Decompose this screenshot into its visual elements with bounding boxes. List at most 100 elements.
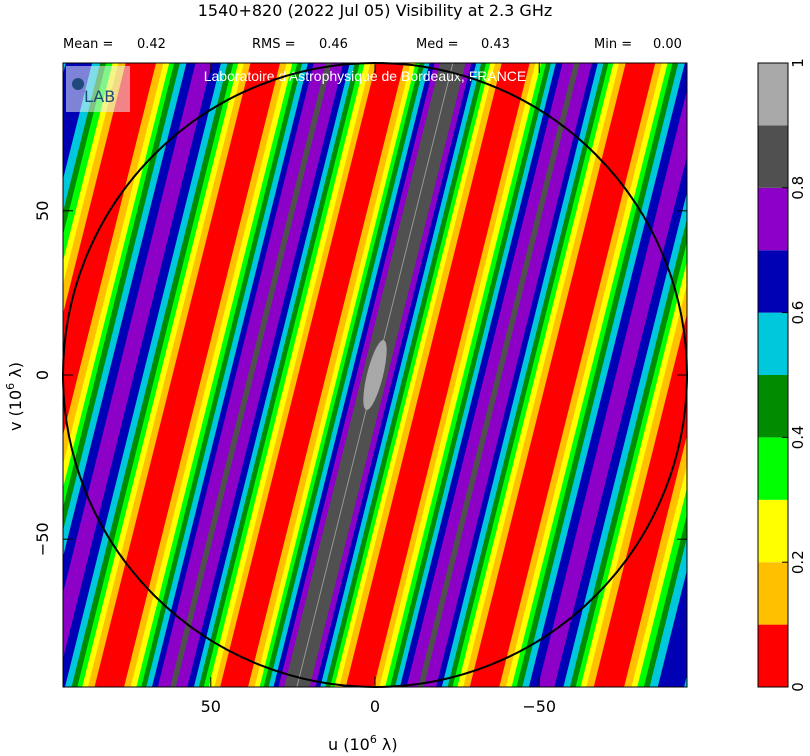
heatmap-band bbox=[157, 63, 327, 687]
heatmap-band bbox=[435, 63, 598, 687]
y-tick-label: −50 bbox=[33, 522, 52, 556]
heatmap-band bbox=[145, 63, 308, 687]
heatmap-band bbox=[405, 63, 574, 687]
heatmap-band bbox=[151, 63, 314, 687]
y-tick-label: 0 bbox=[33, 370, 52, 380]
colorbar-swatch bbox=[758, 312, 788, 375]
logo-dot-icon bbox=[72, 78, 84, 90]
heatmap-band bbox=[521, 63, 685, 687]
heatmap-band bbox=[378, 63, 542, 687]
colorbar-swatch bbox=[758, 63, 788, 126]
heatmap-band bbox=[63, 63, 126, 314]
watermark-text: Laboratoire d'Astrophysique de Bordeaux,… bbox=[204, 68, 527, 84]
colorbar-tick-label: 0.4 bbox=[789, 425, 807, 449]
heatmap-band bbox=[373, 63, 536, 687]
heatmap-band bbox=[63, 63, 175, 508]
heatmap-band bbox=[345, 63, 530, 687]
stat-rms-value: 0.46 bbox=[319, 37, 348, 52]
heatmap-band bbox=[76, 63, 239, 687]
heatmap-band bbox=[329, 63, 491, 687]
heatmap-band bbox=[389, 63, 552, 687]
heatmap-band bbox=[692, 63, 810, 687]
heatmap-band bbox=[272, 63, 435, 687]
heatmap-band bbox=[462, 63, 626, 687]
heatmap-band bbox=[87, 63, 251, 687]
colorbar-swatch bbox=[758, 562, 788, 625]
heatmap-band bbox=[399, 63, 563, 687]
x-axis-label: u (106 λ) bbox=[328, 733, 398, 754]
colorbar-tick-label: 0.8 bbox=[789, 176, 807, 200]
heatmap-band bbox=[446, 63, 609, 687]
heatmap-band bbox=[277, 63, 441, 687]
colorbar-tick-label: 0.2 bbox=[789, 550, 807, 574]
heatmap-band bbox=[319, 63, 482, 687]
heatmap-band bbox=[338, 63, 502, 687]
heatmap-band bbox=[394, 63, 556, 687]
heatmap-band bbox=[258, 63, 420, 687]
stat-rms-label: RMS = bbox=[252, 37, 296, 52]
colorbar-ticks: 0 0.2 0.4 0.6 0.8 1 bbox=[782, 58, 807, 692]
chart-title: 1540+820 (2022 Jul 05) Visibility at 2.3… bbox=[198, 1, 553, 20]
heatmap-band bbox=[70, 63, 234, 687]
heatmap-band bbox=[63, 63, 164, 465]
heatmap-band bbox=[698, 63, 810, 687]
heatmap-band bbox=[63, 63, 157, 436]
heatmap-band bbox=[123, 63, 287, 687]
y-axis-label: v (106 λ) bbox=[4, 362, 25, 431]
heatmap-band bbox=[63, 63, 221, 687]
stat-min-value: 0.00 bbox=[653, 37, 682, 52]
heatmap-band bbox=[456, 63, 620, 687]
heatmap-band bbox=[130, 63, 293, 687]
stat-med-label: Med = bbox=[416, 37, 459, 52]
colorbar-tick-label: 0 bbox=[789, 682, 807, 692]
stat-mean-label: Mean = bbox=[63, 37, 113, 52]
heatmap-band bbox=[208, 63, 371, 687]
heatmap-band bbox=[193, 63, 355, 687]
heatmap-band bbox=[254, 63, 416, 687]
heatmap-band bbox=[498, 63, 662, 687]
heatmap-band bbox=[63, 63, 113, 262]
colorbar-swatch bbox=[758, 499, 788, 563]
heatmap-band bbox=[423, 63, 593, 687]
x-axis: 50 0 −50 bbox=[201, 63, 556, 716]
heatmap-band bbox=[63, 63, 212, 659]
heatmap-band bbox=[417, 63, 580, 687]
colorbar-swatch bbox=[758, 125, 788, 188]
heatmap-band bbox=[186, 63, 350, 687]
heatmap-band bbox=[451, 63, 614, 687]
x-tick-label: −50 bbox=[522, 697, 556, 716]
heatmap-band bbox=[469, 63, 656, 687]
heatmap-band bbox=[169, 63, 332, 687]
heatmap-band bbox=[63, 63, 180, 531]
heatmap-band bbox=[683, 672, 687, 687]
heatmap-band bbox=[63, 63, 170, 488]
colorbar-tick-label: 0.6 bbox=[789, 301, 807, 325]
heatmap-band bbox=[263, 63, 425, 687]
heatmap-band bbox=[309, 63, 472, 687]
heatmap-band bbox=[213, 63, 377, 687]
heatmap-band bbox=[441, 63, 604, 687]
heatmap-band bbox=[63, 63, 187, 557]
heatmap-band bbox=[140, 63, 303, 687]
heatmap-band bbox=[63, 63, 196, 593]
heatmap-peak bbox=[363, 340, 387, 410]
y-axis: 50 0 −50 bbox=[33, 201, 687, 556]
colorbar bbox=[758, 63, 788, 687]
lab-logo: LAB bbox=[66, 66, 130, 112]
stat-med-value: 0.43 bbox=[481, 37, 510, 52]
heatmap-band bbox=[93, 63, 281, 687]
colorbar-frame bbox=[757, 62, 789, 688]
stat-mean-value: 0.42 bbox=[137, 37, 166, 52]
y-tick-label: 50 bbox=[33, 201, 52, 221]
heatmap-band bbox=[505, 63, 668, 687]
stat-min-label: Min = bbox=[594, 37, 632, 52]
heatmap-band bbox=[135, 63, 298, 687]
heatmap-band bbox=[333, 63, 496, 687]
colorbar-swatch bbox=[758, 437, 788, 500]
heatmap-band bbox=[384, 63, 547, 687]
heatmap-band bbox=[510, 63, 673, 687]
heatmap-band bbox=[247, 63, 411, 687]
heatmap-band bbox=[198, 63, 360, 687]
x-tick-label: 0 bbox=[370, 697, 380, 716]
